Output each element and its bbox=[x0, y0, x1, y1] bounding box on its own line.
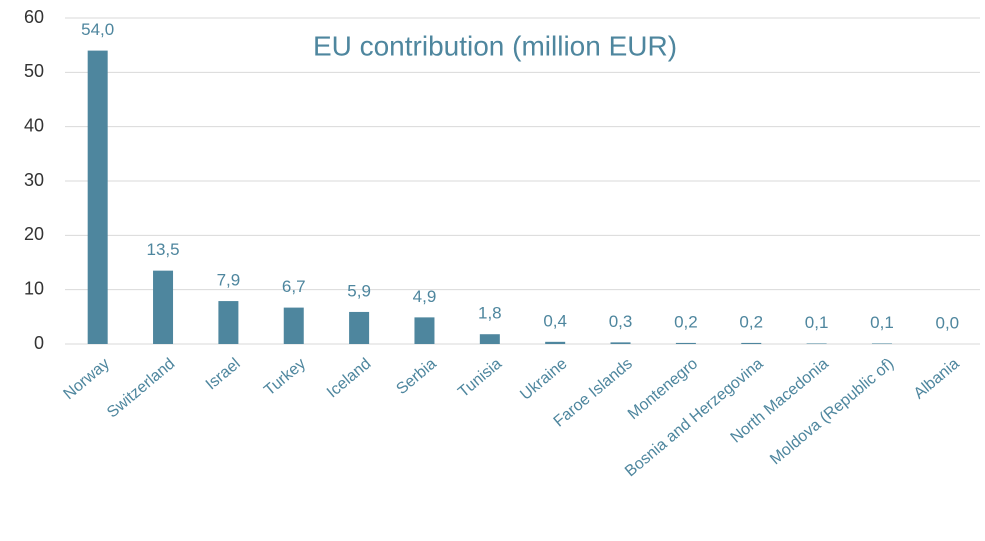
y-tick-label: 10 bbox=[24, 278, 44, 298]
y-tick-label: 60 bbox=[24, 7, 44, 27]
bar bbox=[218, 301, 238, 344]
data-label: 0,0 bbox=[936, 313, 960, 332]
bar bbox=[349, 312, 369, 344]
bar bbox=[284, 308, 304, 344]
y-tick-label: 50 bbox=[24, 61, 44, 81]
bar bbox=[676, 343, 696, 344]
bar bbox=[153, 271, 173, 344]
bar bbox=[807, 343, 827, 344]
bar bbox=[872, 343, 892, 344]
bar bbox=[611, 342, 631, 344]
y-tick-label: 30 bbox=[24, 170, 44, 190]
data-label: 5,9 bbox=[347, 281, 371, 300]
bar bbox=[414, 317, 434, 344]
data-label: 0,1 bbox=[805, 313, 829, 332]
data-label: 6,7 bbox=[282, 277, 306, 296]
data-label: 0,2 bbox=[739, 312, 763, 331]
data-label: 54,0 bbox=[81, 20, 114, 39]
y-tick-label: 20 bbox=[24, 224, 44, 244]
bar bbox=[741, 343, 761, 344]
data-label: 1,8 bbox=[478, 304, 502, 323]
background bbox=[0, 0, 985, 541]
data-label: 0,1 bbox=[870, 313, 894, 332]
bar bbox=[480, 334, 500, 344]
y-tick-label: 0 bbox=[34, 333, 44, 353]
y-tick-label: 40 bbox=[24, 115, 44, 135]
data-label: 0,2 bbox=[674, 312, 698, 331]
data-label: 0,3 bbox=[609, 312, 633, 331]
data-label: 7,9 bbox=[217, 271, 241, 290]
chart: EU contribution (million EUR) 0 10 20 30 40 5… bbox=[0, 0, 985, 541]
data-label: 0,4 bbox=[543, 311, 567, 330]
bar bbox=[545, 342, 565, 344]
bar bbox=[88, 51, 108, 344]
chart-title: EU contribution (million EUR) bbox=[313, 30, 677, 61]
data-label: 13,5 bbox=[146, 240, 179, 259]
data-label: 4,9 bbox=[413, 287, 437, 306]
